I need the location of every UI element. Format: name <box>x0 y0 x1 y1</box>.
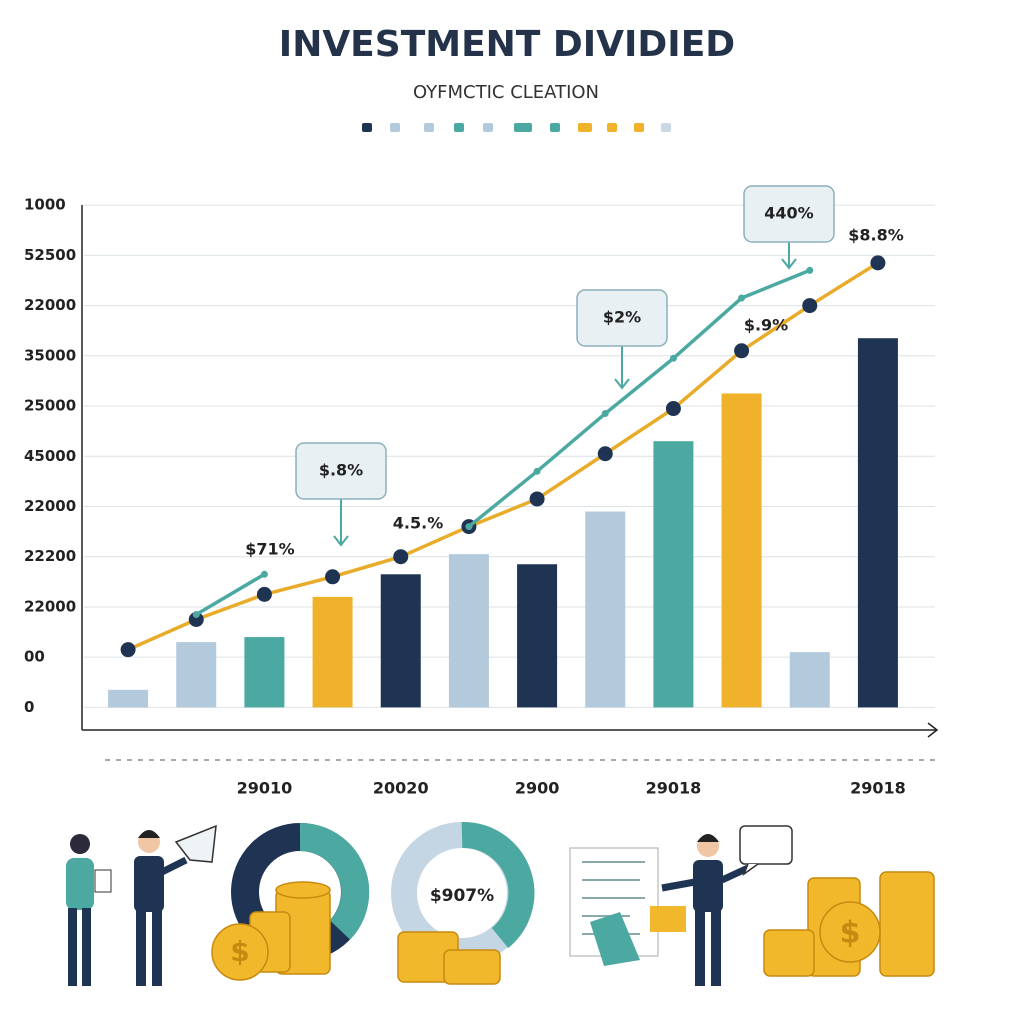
coin-symbol: $ <box>840 916 861 951</box>
y-tick-label: 52500 <box>24 246 76 264</box>
y-tick-label: 1000 <box>24 196 66 214</box>
bar <box>857 338 898 708</box>
y-tick-label: 22200 <box>24 547 76 565</box>
line-point <box>806 266 814 274</box>
bar <box>517 564 558 708</box>
callout-box <box>743 185 835 243</box>
line-point <box>533 467 541 475</box>
x-axis-arrow <box>927 722 939 738</box>
bar <box>380 574 421 708</box>
annotation: $.8% <box>319 461 363 480</box>
line <box>194 268 812 617</box>
y-tick-label: 22000 <box>24 497 76 515</box>
bar <box>108 689 149 708</box>
y-tick-label: 45000 <box>24 447 76 465</box>
line-point <box>870 255 886 271</box>
bar <box>176 642 217 708</box>
line-point <box>256 586 272 602</box>
line-point <box>734 343 750 359</box>
line-point <box>192 610 200 618</box>
callout-arrowhead <box>333 535 349 547</box>
x-tick-label: 29018 <box>646 779 702 798</box>
line-point <box>601 410 609 418</box>
y-tick-label: 22000 <box>24 296 76 314</box>
line-point <box>260 570 268 578</box>
x-tick-label: 29010 <box>237 779 293 798</box>
annotation: $8.8% <box>848 226 904 245</box>
callout-arrowhead <box>614 378 630 390</box>
bar <box>653 441 694 708</box>
callout-arrowhead <box>781 258 797 270</box>
bar <box>244 637 285 708</box>
line-point <box>597 446 613 462</box>
decor-dots <box>362 123 671 132</box>
illustrations: $ $907% $ <box>66 822 935 986</box>
plot: 0002200022200220004500025000350002200052… <box>24 185 939 798</box>
line-point <box>669 354 677 362</box>
y-tick-label: 22000 <box>24 597 76 615</box>
callout-box <box>576 289 668 347</box>
chart-title: INVESTMENT DIVIDIED <box>279 24 735 65</box>
line-point <box>665 401 681 417</box>
coin-symbol: $ <box>230 935 249 968</box>
line <box>126 261 880 652</box>
y-tick-label: 0 <box>24 698 34 716</box>
bar <box>721 393 762 708</box>
annotation: $2% <box>603 308 641 327</box>
bar <box>585 511 626 708</box>
x-tick-label: 29018 <box>850 779 906 798</box>
callout-box <box>295 442 387 500</box>
y-tick-label: 35000 <box>24 346 76 364</box>
annotation: $.9% <box>744 316 788 335</box>
bar <box>312 596 353 708</box>
bar <box>789 652 830 708</box>
line-point <box>120 642 136 658</box>
illustration-label: $907% <box>430 886 494 906</box>
line-point <box>738 294 746 302</box>
x-tick-label: 20020 <box>373 779 429 798</box>
y-tick-label: 00 <box>24 648 45 666</box>
chart-subtitle: OYFMCTIC CLEATION <box>413 82 599 103</box>
line-point <box>188 611 204 627</box>
line-point <box>393 549 409 565</box>
line-point <box>325 569 341 585</box>
bar <box>448 554 489 708</box>
line-point <box>529 491 545 507</box>
annotation: 440% <box>764 204 813 223</box>
line-point <box>802 298 818 314</box>
annotation: 4.5.% <box>393 514 443 533</box>
line-point <box>465 523 473 531</box>
x-tick-label: 2900 <box>515 779 560 798</box>
y-tick-label: 25000 <box>24 397 76 415</box>
annotation: $71% <box>245 540 294 559</box>
